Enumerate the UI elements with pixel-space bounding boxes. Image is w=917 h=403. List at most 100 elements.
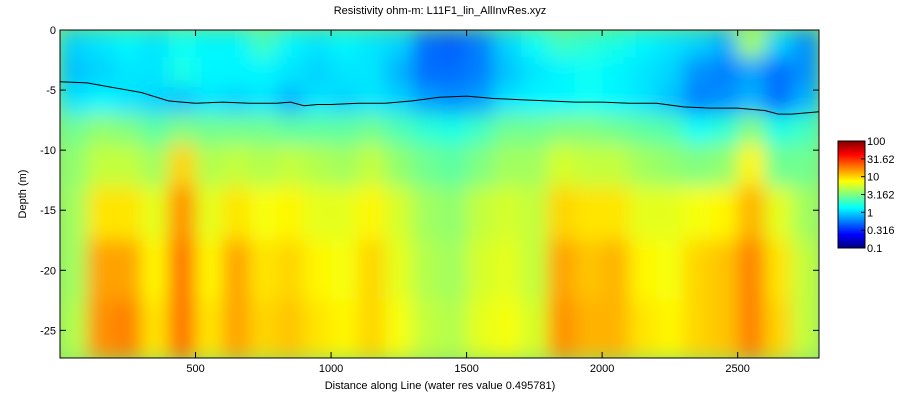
- heatmap-cell: [87, 144, 115, 187]
- heatmap-cell: [141, 114, 169, 145]
- heatmap-cell: [385, 57, 413, 88]
- heatmap-cell: [141, 240, 169, 301]
- heatmap-cell: [737, 186, 766, 241]
- heatmap-cell: [629, 30, 657, 58]
- heatmap-cell: [87, 87, 115, 115]
- heatmap-cell: [791, 30, 819, 58]
- heatmap-cell: [575, 30, 603, 58]
- heatmap-cell: [276, 240, 305, 301]
- heatmap-cell: [520, 57, 549, 88]
- heatmap-cell: [358, 144, 386, 187]
- colorbar: [837, 140, 866, 249]
- heatmap-cell: [656, 240, 684, 301]
- heatmap-cell: [87, 300, 115, 358]
- heatmap-cell: [791, 186, 819, 241]
- colorbar-tick-label: 31.62: [867, 154, 895, 166]
- heatmap-cell: [303, 144, 332, 187]
- heatmap-cell: [249, 57, 278, 88]
- heatmap-cell: [520, 30, 549, 58]
- heatmap-cell: [249, 186, 278, 241]
- x-axis-label: Distance along Line (water res value 0.4…: [325, 380, 556, 392]
- heatmap-cell: [547, 240, 576, 301]
- heatmap-cell: [547, 114, 576, 145]
- heatmap-cell: [710, 300, 739, 358]
- heatmap-cell: [656, 30, 684, 58]
- heatmap-cell: [547, 57, 576, 88]
- x-tick-label: 500: [186, 363, 204, 375]
- y-tick-label: -5: [46, 85, 56, 97]
- heatmap-cell: [683, 57, 712, 88]
- colorbar-tick-label: 100: [867, 136, 885, 148]
- heatmap-cell: [547, 30, 576, 58]
- heatmap-cell: [493, 114, 522, 145]
- heatmap-cell: [683, 240, 712, 301]
- heatmap-cell: [358, 87, 386, 115]
- heatmap-cell: [249, 300, 278, 358]
- heatmap-cell: [87, 114, 115, 145]
- heatmap-cell: [358, 240, 386, 301]
- heatmap-cell: [520, 240, 549, 301]
- heatmap-cell: [439, 30, 468, 58]
- heatmap-cell: [439, 186, 468, 241]
- heatmap-cell: [60, 114, 88, 145]
- heatmap-cell: [141, 144, 169, 187]
- heatmap-cell: [439, 300, 468, 358]
- heatmap-cell: [629, 186, 657, 241]
- heatmap-cell: [195, 186, 224, 241]
- heatmap-cell: [168, 144, 197, 187]
- heatmap-cell: [249, 30, 278, 58]
- heatmap-cell: [683, 186, 712, 241]
- heatmap-cell: [358, 300, 386, 358]
- heatmap-cell: [168, 57, 197, 88]
- heatmap-cell: [602, 87, 630, 115]
- heatmap-cell: [520, 114, 549, 145]
- x-tick-label: 1500: [454, 363, 478, 375]
- heatmap-cell: [710, 114, 739, 145]
- heatmap-cell: [195, 30, 224, 58]
- heatmap-cell: [60, 144, 88, 187]
- heatmap-cell: [466, 57, 495, 88]
- y-tick-label: -10: [40, 145, 56, 157]
- heatmap-cell: [710, 87, 739, 115]
- heatmap-cell: [331, 240, 359, 301]
- heatmap-cell: [385, 186, 413, 241]
- heatmap-cell: [412, 57, 440, 88]
- heatmap-cell: [222, 87, 251, 115]
- heatmap-cell: [656, 57, 684, 88]
- heatmap-cell: [791, 144, 819, 187]
- heatmap-cell: [114, 240, 142, 301]
- heatmap-cell: [493, 240, 522, 301]
- heatmap-cell: [575, 114, 603, 145]
- x-tick-label: 1000: [319, 363, 343, 375]
- heatmap-cell: [656, 186, 684, 241]
- heatmap-cell: [656, 87, 684, 115]
- heatmap-cell: [710, 30, 739, 58]
- heatmap-cell: [602, 144, 630, 187]
- heatmap-cell: [791, 57, 819, 88]
- heatmap-cell: [683, 87, 712, 115]
- heatmap-cell: [60, 300, 88, 358]
- heatmap-cell: [439, 240, 468, 301]
- heatmap-cell: [303, 87, 332, 115]
- heatmap-cell: [466, 186, 495, 241]
- heatmap-cell: [168, 186, 197, 241]
- heatmap-cell: [249, 87, 278, 115]
- heatmap-cell: [331, 114, 359, 145]
- heatmap-cell: [710, 186, 739, 241]
- heatmap-cell: [466, 87, 495, 115]
- heatmap-cell: [683, 144, 712, 187]
- heatmap-cell: [683, 114, 712, 145]
- x-tick-label: 2500: [725, 363, 749, 375]
- heatmap-cell: [114, 30, 142, 58]
- colorbar-tick-label: 0.316: [867, 225, 895, 237]
- heatmap-cell: [656, 300, 684, 358]
- heatmap-cell: [303, 30, 332, 58]
- heatmap-cell: [547, 186, 576, 241]
- heatmap-cell: [493, 186, 522, 241]
- heatmap-cell: [276, 87, 305, 115]
- heatmap-cell: [358, 57, 386, 88]
- heatmap-cell: [331, 144, 359, 187]
- y-tick-label: -25: [40, 325, 56, 337]
- heatmap-cell: [683, 300, 712, 358]
- heatmap-cell: [629, 87, 657, 115]
